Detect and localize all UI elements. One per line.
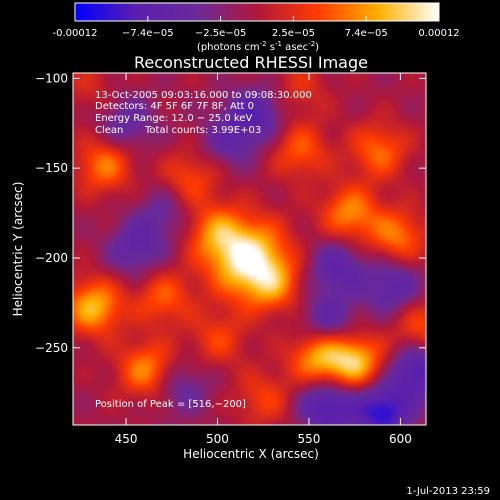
detectors-text: Detectors: 4F 5F 6F 7F 8F, Att 0	[95, 101, 254, 112]
colorbar-tick-label: 0.00012	[418, 28, 459, 39]
footer-date: 1-Jul-2013 23:59	[406, 486, 490, 497]
peak-position-text: Position of Peak = [516,−200]	[95, 399, 246, 410]
heatmap	[73, 73, 426, 425]
colorbar-ticks: -0.00012 −7.4e−05 −2.5e−05 2.5e−05 7.4e−05 0.…	[53, 16, 460, 39]
colorbar-tick-label: −2.5e−05	[195, 28, 247, 39]
algorithm-text: Clean	[95, 125, 123, 136]
colorbar-units: (photons cm-2 s-1 asec-2)	[197, 40, 319, 53]
colorbar-tick-label: -0.00012	[53, 28, 98, 39]
y-tick-label: −150	[35, 161, 68, 175]
x-tick-label: 500	[206, 432, 229, 446]
y-tick-label: −200	[35, 251, 68, 265]
y-axis-label: Heliocentric Y (arcsec)	[11, 182, 25, 317]
y-axis: −100 −150 −200 −250	[35, 71, 426, 355]
x-axis-label: Heliocentric X (arcsec)	[183, 447, 319, 461]
colorbar-tick-label: −7.4e−05	[122, 28, 174, 39]
time-range-text: 13-Oct-2005 09:03:16.000 to 09:08:30.000	[95, 90, 312, 101]
y-tick-label: −250	[35, 341, 68, 355]
y-tick-label: −100	[35, 71, 68, 85]
energy-range-text: Energy Range: 12.0 − 25.0 keV	[95, 113, 252, 124]
plot-frame	[72, 72, 427, 426]
colorbar-tick-label: 7.4e−05	[345, 28, 388, 39]
heatmap-canvas	[73, 73, 426, 425]
annotation-block: 13-Oct-2005 09:03:16.000 to 09:08:30.000…	[95, 90, 312, 136]
total-counts-text: Total counts: 3.99E+03	[144, 125, 261, 136]
chart-title: Reconstructed RHESSI Image	[134, 53, 368, 72]
x-tick-label: 450	[115, 432, 138, 446]
colorbar: -0.00012 −7.4e−05 −2.5e−05 2.5e−05 7.4e−05 0.…	[53, 2, 460, 53]
colorbar-tick-label: 2.5e−05	[272, 28, 315, 39]
x-tick-label: 600	[389, 432, 412, 446]
x-tick-label: 550	[297, 432, 320, 446]
x-axis: 450 500 550 600	[115, 73, 412, 446]
colorbar-gradient	[74, 2, 440, 22]
